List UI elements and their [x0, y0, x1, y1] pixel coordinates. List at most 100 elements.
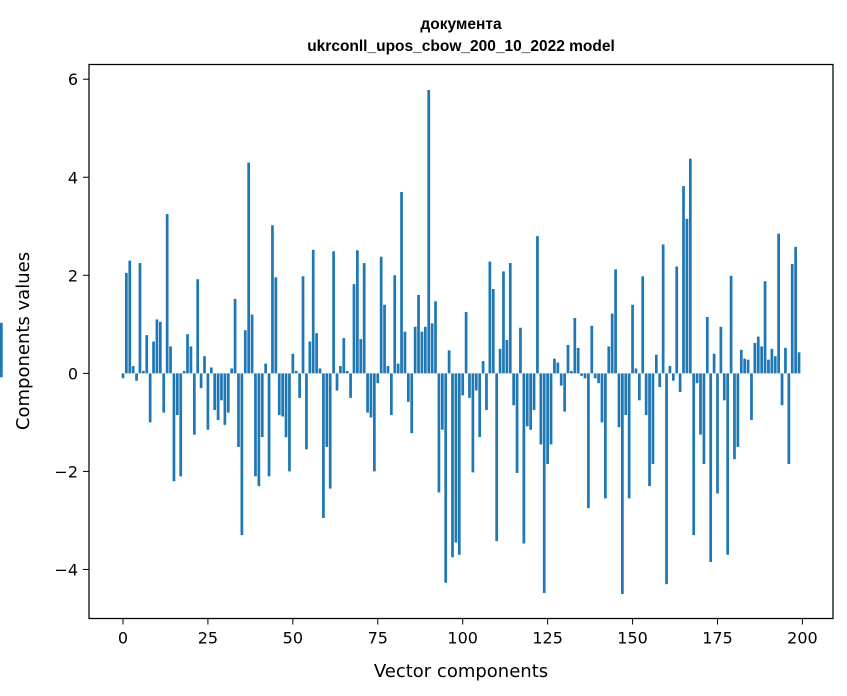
bar — [342, 338, 346, 374]
bar — [688, 158, 692, 374]
bar — [576, 347, 580, 374]
bar — [257, 373, 261, 487]
bar — [753, 342, 757, 374]
bar — [570, 370, 573, 374]
bar — [488, 261, 492, 374]
bar — [199, 373, 203, 389]
bar — [638, 373, 641, 401]
bar — [128, 260, 132, 374]
bar — [267, 373, 271, 477]
bar — [413, 326, 417, 374]
bar — [491, 289, 495, 374]
bar — [345, 370, 349, 374]
bar — [760, 346, 764, 374]
bar — [495, 373, 499, 542]
bar — [553, 358, 556, 374]
bar — [420, 331, 424, 374]
bar — [315, 333, 318, 374]
bar — [712, 353, 716, 374]
bar — [373, 373, 376, 472]
bar — [508, 263, 512, 374]
bar — [230, 368, 234, 374]
bar — [573, 317, 577, 374]
bar — [794, 246, 797, 374]
bar — [750, 373, 753, 420]
bar — [454, 373, 458, 543]
bar — [254, 373, 257, 477]
bar — [158, 321, 162, 374]
bar — [396, 363, 400, 374]
bar — [216, 373, 220, 420]
bar — [600, 373, 604, 423]
x-tick-label: 75 — [368, 629, 388, 648]
bar — [621, 373, 624, 594]
bar — [787, 373, 791, 465]
bar — [182, 370, 186, 374]
bar — [525, 373, 529, 427]
bar — [165, 214, 169, 374]
bar — [400, 191, 403, 374]
bar — [498, 348, 502, 374]
bar — [695, 373, 699, 384]
bar — [379, 256, 383, 374]
bar — [529, 373, 532, 430]
plot-frame — [88, 63, 834, 620]
bar — [349, 373, 352, 398]
bar — [716, 373, 719, 494]
bar — [733, 373, 736, 460]
bar — [651, 373, 655, 465]
bar — [189, 346, 193, 374]
bar — [131, 366, 135, 374]
bar — [729, 275, 733, 374]
bar — [464, 312, 468, 374]
y-tick-label: 4 — [68, 168, 78, 187]
bar — [148, 373, 152, 423]
bar — [692, 373, 696, 536]
x-tick-label: 25 — [198, 629, 218, 648]
bar — [797, 352, 801, 374]
bar — [610, 313, 614, 374]
bar — [281, 373, 284, 417]
y-axis-label: Components values — [13, 252, 34, 430]
bar — [512, 373, 516, 406]
bar — [777, 233, 780, 374]
x-tick-label: 150 — [617, 629, 648, 648]
bar — [485, 373, 488, 411]
bar — [587, 373, 590, 509]
chart-title-line-2: ukrconll_upos_cbow_200_10_2022 model — [307, 38, 615, 55]
x-axis: 0 25 50 75 100 125 150 175 200 — [118, 618, 818, 648]
bar — [192, 373, 196, 435]
bar — [152, 341, 155, 374]
bar — [162, 373, 166, 413]
bar — [614, 269, 617, 374]
bar — [318, 368, 322, 374]
bar — [226, 373, 230, 413]
bar — [376, 373, 380, 384]
bar — [597, 373, 600, 384]
bar — [481, 361, 485, 374]
bar — [356, 250, 359, 374]
bar — [502, 271, 505, 374]
bar — [366, 373, 369, 413]
bar — [770, 348, 774, 374]
bar — [590, 325, 594, 374]
y-tick-label: 6 — [68, 70, 78, 89]
y-axis: −4 −2 0 2 4 6 — [54, 70, 89, 579]
bar — [121, 373, 125, 379]
x-tick-label: 0 — [118, 629, 128, 648]
bar — [284, 373, 288, 438]
x-tick-label: 175 — [702, 629, 733, 648]
bar — [549, 373, 553, 445]
bar — [352, 284, 356, 374]
bar — [203, 356, 206, 374]
bar — [719, 326, 723, 374]
bar — [0, 373, 3, 378]
bar — [403, 331, 407, 374]
bar — [250, 314, 254, 374]
bar — [271, 225, 274, 374]
bar — [186, 334, 189, 374]
bar — [654, 354, 658, 374]
bar — [665, 373, 668, 585]
bar — [546, 373, 549, 465]
